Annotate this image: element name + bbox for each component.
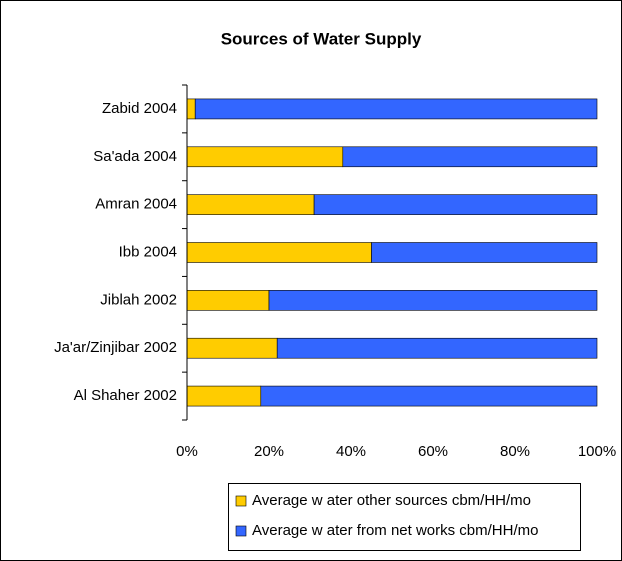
legend-label: Average w ater from net works cbm/HH/mo: [252, 522, 538, 539]
y-tick-label: Amran 2004: [95, 196, 177, 213]
x-tick-label: 40%: [336, 443, 366, 460]
legend-swatch: [235, 495, 247, 507]
legend-box: [228, 483, 581, 551]
x-tick-label: 100%: [578, 443, 616, 460]
bar-segment: [371, 242, 598, 263]
bar-segment: [313, 194, 598, 215]
y-tick-label: Jiblah 2002: [100, 291, 177, 308]
bar-segment: [342, 146, 598, 168]
y-tick-label: Ibb 2004: [119, 243, 177, 260]
x-tick-label: 60%: [418, 443, 448, 460]
y-tick-label: Ja'ar/Zinjibar 2002: [54, 339, 177, 356]
y-tick-label: Al Shaher 2002: [74, 387, 177, 404]
bar-segment: [186, 146, 344, 168]
x-tick-label: 0%: [176, 443, 198, 460]
bar-segment: [186, 290, 270, 311]
bar-segment: [260, 385, 598, 407]
x-tick-label: 20%: [254, 443, 284, 460]
bar-segment: [186, 385, 262, 407]
bar-segment: [186, 98, 196, 120]
x-tick-label: 80%: [500, 443, 530, 460]
bar-segment: [186, 194, 315, 215]
bar-segment: [194, 98, 598, 120]
bar-segment: [268, 290, 598, 311]
legend-label: Average w ater other sources cbm/HH/mo: [252, 492, 531, 509]
chart-title: Sources of Water Supply: [221, 29, 422, 48]
bar-segment: [186, 242, 372, 263]
y-tick-label: Sa'ada 2004: [93, 148, 177, 165]
bar-segment: [276, 337, 598, 359]
legend-swatch: [235, 525, 247, 537]
bar-segment: [186, 337, 278, 359]
y-tick-label: Zabid 2004: [102, 100, 177, 117]
